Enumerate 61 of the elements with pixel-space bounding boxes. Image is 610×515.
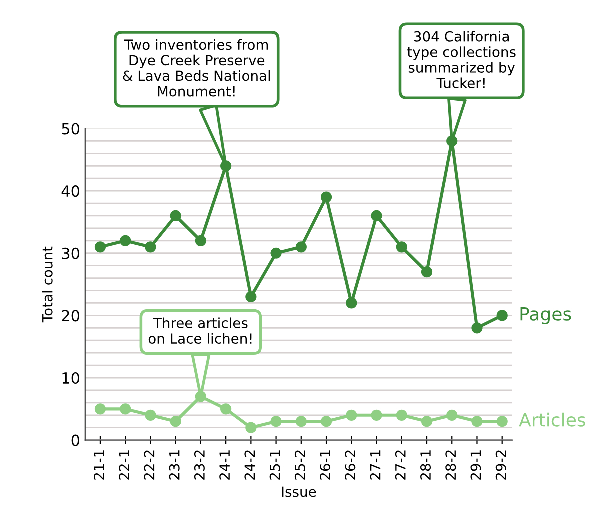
- point: [170, 416, 182, 428]
- point: [472, 322, 483, 334]
- series-label: Articles: [519, 412, 586, 427]
- point: [145, 242, 156, 253]
- point: [371, 410, 382, 421]
- point: [446, 410, 458, 421]
- x-tick-label: 22-2: [144, 450, 155, 480]
- point: [320, 192, 332, 203]
- point: [371, 210, 382, 222]
- y-tick-label: 40: [62, 186, 80, 198]
- point: [270, 248, 282, 259]
- point: [195, 235, 206, 246]
- y-tick-label: 0: [72, 434, 80, 446]
- point: [120, 404, 132, 415]
- x-tick-label: 27-2: [395, 450, 406, 480]
- point: [296, 416, 307, 428]
- point: [246, 422, 257, 434]
- x-tick-label: 29-1: [470, 450, 482, 480]
- x-tick-label: 25-2: [294, 450, 306, 480]
- x-tick-label: 29-2: [496, 450, 506, 480]
- point: [220, 404, 232, 415]
- point: [396, 242, 408, 253]
- x-tick-label: 27-1: [370, 450, 381, 480]
- point: [270, 416, 282, 428]
- x-tick-label: 28-2: [446, 450, 456, 480]
- x-tick-label: 26-2: [345, 450, 356, 480]
- point: [120, 235, 132, 246]
- x-axis-title: Issue: [282, 486, 316, 498]
- series-label: Pages: [520, 308, 572, 324]
- point: [472, 416, 483, 428]
- y-tick-label: 50: [62, 123, 80, 135]
- y-tick-label: 20: [62, 310, 80, 322]
- x-tick-label: 22-1: [119, 450, 130, 480]
- point: [296, 242, 307, 253]
- y-tick-label: 30: [62, 248, 80, 260]
- x-tick-label: 24-2: [244, 450, 256, 480]
- annotation: Three articles on Lace lichen!: [148, 318, 252, 344]
- point: [94, 404, 106, 415]
- x-tick-label: 21-1: [94, 450, 104, 480]
- y-tick-label: 10: [62, 372, 80, 384]
- point: [421, 416, 433, 428]
- x-tick-label: 23-2: [194, 450, 205, 480]
- point: [170, 210, 182, 222]
- point: [496, 310, 508, 322]
- annotation: Two inventories from Dye Creek Preserve & Lava Beds National Monument!: [123, 39, 270, 97]
- x-tick-label: 26-1: [320, 450, 331, 480]
- x-tick-label: 24-1: [220, 450, 230, 480]
- x-tick-label: 23-1: [169, 450, 180, 480]
- point: [346, 410, 358, 421]
- point: [145, 410, 156, 421]
- annotation: 304 California type collections summarized by Tucker!: [408, 31, 516, 89]
- point: [421, 266, 433, 278]
- point: [496, 416, 508, 428]
- point: [396, 410, 408, 421]
- x-tick-label: 28-1: [420, 450, 432, 480]
- point: [246, 291, 257, 303]
- point: [94, 242, 106, 253]
- point: [346, 298, 358, 309]
- point: [320, 416, 332, 428]
- x-tick-label: 25-1: [270, 450, 280, 480]
- y-axis-title: Total count: [42, 246, 53, 323]
